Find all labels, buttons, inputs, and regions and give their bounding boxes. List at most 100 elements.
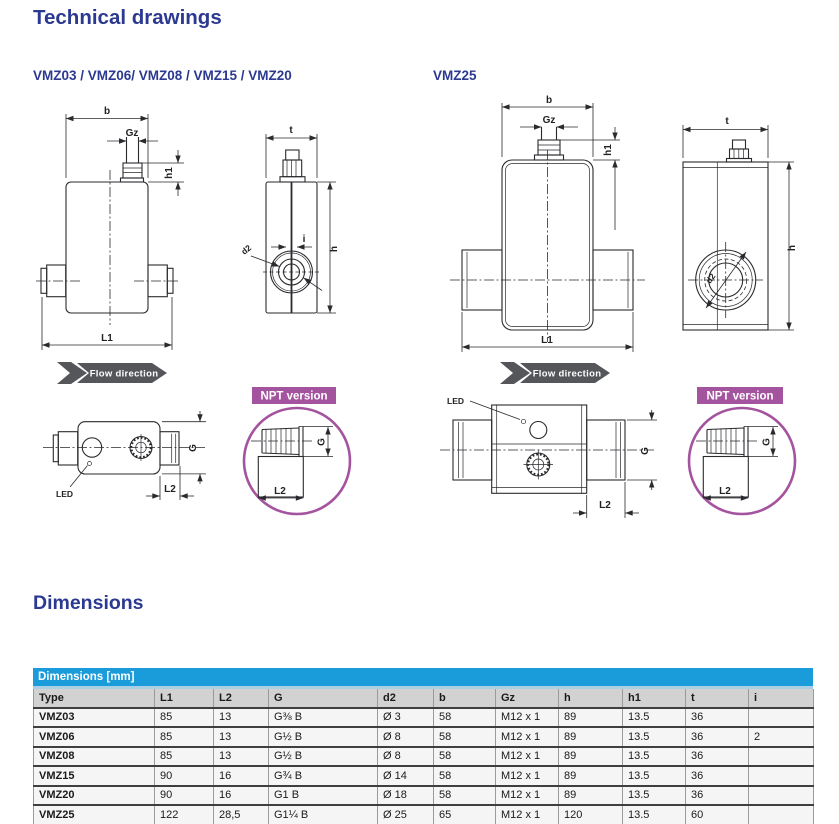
cell: 85 <box>154 726 214 747</box>
cell <box>748 804 814 824</box>
cell: G½ B <box>268 726 378 747</box>
cell: 13 <box>213 745 269 766</box>
dim-label-g: G <box>317 438 328 446</box>
cell: 89 <box>558 706 623 727</box>
col-header-l2: L2 <box>213 689 269 708</box>
col-header-l1: L1 <box>154 689 214 708</box>
col-header-h1: h1 <box>622 689 686 708</box>
vmz25-side-view: t h d2 <box>682 116 798 331</box>
cell: 58 <box>433 765 496 786</box>
cell: 60 <box>685 804 749 824</box>
cell: 2 <box>748 726 814 747</box>
dim-label-d2: d2 <box>239 242 253 256</box>
dimensions-heading: Dimensions <box>33 592 144 614</box>
table-row: VMZ15 90 16 G¾ B Ø 14 58 M12 x 1 89 13.5… <box>33 765 814 786</box>
cell <box>748 745 814 766</box>
led-indicator <box>520 418 527 425</box>
col-header-h: h <box>558 689 623 708</box>
col-header-t: t <box>685 689 749 708</box>
cell: 36 <box>685 706 749 727</box>
cell: M12 x 1 <box>495 726 559 747</box>
display-window <box>81 437 103 458</box>
npt-circle <box>242 406 352 516</box>
dim-label-t: t <box>725 116 729 127</box>
dim-label-g: G <box>762 438 773 446</box>
led-label: LED <box>447 396 464 406</box>
table-row: VMZ03 85 13 G⅜ B Ø 3 58 M12 x 1 89 13.5 … <box>33 706 814 727</box>
cell: 58 <box>433 784 496 805</box>
flow-direction-label: Flow direction <box>90 369 159 380</box>
flow-arrow-icon <box>57 362 87 384</box>
drawing-group-right-title: VMZ25 <box>433 68 477 83</box>
dim-label-l2: L2 <box>274 486 286 497</box>
technical-drawings-canvas: b Gz h1 L1 t h <box>36 95 798 518</box>
col-header-i: i <box>748 689 814 708</box>
cell: 90 <box>154 784 214 805</box>
cell-type: VMZ06 <box>33 726 155 747</box>
cell: Ø 8 <box>377 745 434 766</box>
dim-label-b: b <box>546 95 552 106</box>
display-window <box>529 420 548 440</box>
dim-label-i: i <box>303 234 306 245</box>
table-row: VMZ25 122 28,5 G1¼ B Ø 25 65 M12 x 1 120… <box>33 804 814 824</box>
col-header-gz: Gz <box>495 689 559 708</box>
cell: Ø 25 <box>377 804 434 824</box>
cell-type: VMZ08 <box>33 745 155 766</box>
cell: 89 <box>558 745 623 766</box>
cell: 28,5 <box>213 804 269 824</box>
vmz-small-side-view: t h i d2 <box>239 125 340 314</box>
dim-label-l2: L2 <box>719 486 731 497</box>
col-header-d2: d2 <box>377 689 434 708</box>
cell: 85 <box>154 706 214 727</box>
table-title: Dimensions [mm] <box>38 671 135 683</box>
cell: 122 <box>154 804 214 824</box>
cell: Ø 8 <box>377 726 434 747</box>
dimensions-table: Dimensions [mm] Type L1 L2 G d2 b Gz h <box>33 668 814 824</box>
drawing-group-left-title: VMZ03 / VMZ06/ VMZ08 / VMZ15 / VMZ20 <box>33 68 292 83</box>
col-header-type: Type <box>33 689 155 708</box>
dim-label-l2: L2 <box>164 484 176 495</box>
cell: Ø 3 <box>377 706 434 727</box>
cell: 13.5 <box>622 804 686 824</box>
dim-label-gz: Gz <box>543 115 556 126</box>
cell: 13.5 <box>622 745 686 766</box>
dim-label-g: G <box>188 444 199 452</box>
dim-label-t: t <box>289 125 293 136</box>
cell: 36 <box>685 745 749 766</box>
cell: 85 <box>154 745 214 766</box>
dim-label-h: h <box>787 245 798 251</box>
cell: 65 <box>433 804 496 824</box>
cell: 16 <box>213 765 269 786</box>
dim-label-g: G <box>640 447 651 455</box>
table-title-divider <box>33 686 813 689</box>
cell: M12 x 1 <box>495 804 559 824</box>
cell: 13 <box>213 726 269 747</box>
dim-label-gz: Gz <box>126 128 139 139</box>
cell: 13 <box>213 706 269 727</box>
table-header-row: Type L1 L2 G d2 b Gz h h1 t i <box>33 689 814 708</box>
dim-label-h: h <box>329 246 340 252</box>
cell <box>748 784 814 805</box>
cell: Ø 18 <box>377 784 434 805</box>
cell: 36 <box>685 784 749 805</box>
flow-arrow-icon <box>500 362 530 384</box>
flow-direction-label: Flow direction <box>533 369 602 380</box>
cell-type: VMZ15 <box>33 765 155 786</box>
col-header-b: b <box>433 689 496 708</box>
cell: 13.5 <box>622 726 686 747</box>
cell: M12 x 1 <box>495 765 559 786</box>
dim-label-h1: h1 <box>164 167 175 179</box>
table-row: VMZ20 90 16 G1 B Ø 18 58 M12 x 1 89 13.5… <box>33 784 814 805</box>
cell: 89 <box>558 784 623 805</box>
table-row: VMZ06 85 13 G½ B Ø 8 58 M12 x 1 89 13.5 … <box>33 726 814 747</box>
cell: M12 x 1 <box>495 745 559 766</box>
dim-label-l2: L2 <box>599 500 611 511</box>
cell: Ø 14 <box>377 765 434 786</box>
page-title: Technical drawings <box>33 6 222 29</box>
table-title-bar: Dimensions [mm] <box>33 668 813 686</box>
cell: 90 <box>154 765 214 786</box>
cell: G⅜ B <box>268 706 378 727</box>
cell-type: VMZ03 <box>33 706 155 727</box>
flow-direction-banner-left: Flow direction <box>57 362 167 384</box>
npt-version-inset-left: NPT version G L2 <box>242 387 352 516</box>
